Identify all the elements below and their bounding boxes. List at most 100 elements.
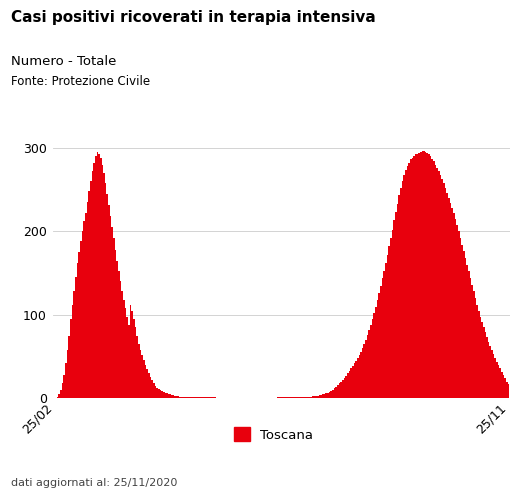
Bar	[382, 278, 383, 398]
Bar	[125, 308, 126, 398]
Bar	[130, 305, 132, 398]
Bar	[329, 392, 330, 398]
Bar	[448, 198, 450, 398]
Bar	[95, 156, 97, 398]
Bar	[468, 271, 470, 398]
Bar	[393, 221, 395, 398]
Bar	[78, 252, 80, 398]
Bar	[493, 354, 494, 398]
Bar	[476, 305, 478, 398]
Bar	[375, 306, 377, 398]
Bar	[90, 181, 92, 398]
Bar	[209, 397, 211, 398]
Bar	[175, 396, 176, 398]
Bar	[198, 397, 199, 398]
Bar	[83, 221, 85, 398]
Bar	[440, 174, 441, 398]
Bar	[352, 366, 353, 398]
Bar	[317, 396, 319, 398]
Bar	[112, 227, 113, 398]
Bar	[88, 191, 90, 398]
Bar	[349, 371, 350, 398]
Bar	[337, 385, 339, 398]
Bar	[343, 378, 345, 398]
Bar	[322, 394, 323, 398]
Bar	[316, 396, 317, 398]
Bar	[128, 325, 130, 398]
Bar	[247, 397, 249, 398]
Bar	[208, 397, 209, 398]
Bar	[156, 387, 158, 398]
Bar	[280, 397, 282, 398]
Bar	[169, 394, 171, 398]
Bar	[504, 378, 506, 398]
Bar	[204, 397, 206, 398]
Bar	[378, 293, 380, 398]
Bar	[425, 152, 427, 398]
Bar	[189, 397, 191, 398]
Bar	[415, 154, 417, 398]
Text: Casi positivi ricoverati in terapia intensiva: Casi positivi ricoverati in terapia inte…	[11, 10, 375, 25]
Bar	[216, 397, 218, 398]
Bar	[221, 397, 222, 398]
Bar	[377, 300, 378, 398]
Bar	[149, 376, 151, 398]
Bar	[357, 358, 359, 398]
Bar	[486, 338, 488, 398]
Bar	[173, 395, 175, 398]
Bar	[85, 213, 87, 398]
Text: dati aggiornati al: 25/11/2020: dati aggiornati al: 25/11/2020	[11, 478, 177, 488]
Bar	[335, 387, 337, 398]
Bar	[120, 281, 122, 398]
Bar	[98, 154, 100, 398]
Bar	[363, 344, 365, 398]
Bar	[115, 249, 116, 398]
Bar	[320, 395, 322, 398]
Bar	[214, 397, 216, 398]
Bar	[490, 346, 491, 398]
Bar	[437, 168, 438, 398]
Bar	[122, 291, 123, 398]
Bar	[420, 152, 421, 398]
Bar	[224, 397, 226, 398]
Bar	[421, 151, 423, 398]
Bar	[108, 205, 110, 398]
Bar	[77, 263, 78, 398]
Bar	[383, 270, 385, 398]
Bar	[431, 159, 433, 398]
Bar	[450, 203, 451, 398]
Bar	[312, 396, 313, 398]
Bar	[466, 265, 468, 398]
Bar	[75, 277, 77, 398]
Bar	[484, 332, 486, 398]
Bar	[158, 389, 159, 398]
Bar	[191, 397, 193, 398]
Bar	[413, 156, 415, 398]
Bar	[402, 181, 403, 398]
Bar	[229, 397, 231, 398]
Bar	[326, 393, 327, 398]
Bar	[392, 230, 393, 398]
Bar	[148, 374, 149, 398]
Bar	[241, 397, 242, 398]
Bar	[441, 179, 443, 398]
Bar	[222, 397, 224, 398]
Bar	[340, 381, 342, 398]
Bar	[342, 380, 343, 398]
Bar	[213, 397, 214, 398]
Bar	[360, 352, 362, 398]
Bar	[397, 204, 398, 398]
Bar	[237, 397, 239, 398]
Bar	[72, 305, 73, 398]
Bar	[400, 188, 402, 398]
Bar	[297, 397, 299, 398]
Bar	[100, 158, 102, 398]
Bar	[463, 251, 464, 398]
Bar	[279, 397, 280, 398]
Bar	[277, 397, 279, 398]
Bar	[365, 340, 367, 398]
Bar	[249, 397, 251, 398]
Bar	[168, 394, 169, 398]
Bar	[496, 362, 498, 398]
Bar	[447, 193, 448, 398]
